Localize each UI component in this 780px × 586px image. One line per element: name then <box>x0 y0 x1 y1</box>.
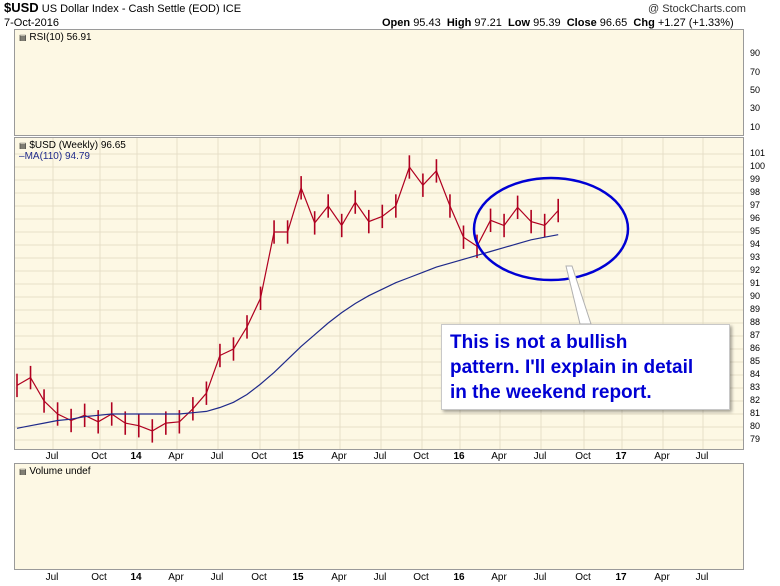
price-y-tick: 96 <box>750 213 761 223</box>
x-axis-label: Apr <box>654 451 670 462</box>
x-axis-label: Jul <box>45 572 59 583</box>
x-axis-label: 16 <box>453 451 465 462</box>
low-label: Low <box>508 17 531 29</box>
x-axis-label: Oct <box>575 572 591 583</box>
callout-line-2: pattern. I'll explain in detail <box>450 357 694 378</box>
chart-date: 7-Oct-2016 <box>4 17 60 29</box>
x-axis-label: 15 <box>292 572 304 583</box>
x-axis-label: 16 <box>453 572 465 583</box>
price-y-tick: 90 <box>750 291 761 301</box>
callout-line-1: This is not a bullish <box>450 332 628 353</box>
rsi-legend-icon: ▤ <box>19 33 27 42</box>
price-y-tick: 91 <box>750 278 761 288</box>
x-axis-label: Oct <box>91 572 107 583</box>
volume-panel: ▤ Volume undef <box>14 463 744 570</box>
x-axis-label: Oct <box>575 451 591 462</box>
price-line <box>16 165 559 432</box>
high-value: 97.21 <box>474 17 502 29</box>
low-value: 95.39 <box>533 17 561 29</box>
x-axis-label: 17 <box>615 572 627 583</box>
price-y-tick: 94 <box>750 239 761 249</box>
rsi-y-tick: 50 <box>750 85 761 95</box>
price-y-tick: 84 <box>750 369 761 379</box>
price-y-tick: 95 <box>750 226 761 236</box>
annotation-callout: This is not a bullish pattern. I'll expl… <box>441 324 730 410</box>
x-axis-label: Jul <box>210 451 224 462</box>
volume-legend-label: Volume undef <box>29 466 91 477</box>
volume-legend: ▤ Volume undef <box>19 466 91 477</box>
x-axis-label: Jul <box>695 572 709 583</box>
price-legend-label: $USD (Weekly) 96.65 <box>29 140 126 151</box>
x-axis-label: Apr <box>654 572 670 583</box>
price-y-tick: 99 <box>750 174 761 184</box>
rsi-legend-label: RSI(10) 56.91 <box>29 32 92 43</box>
price-y-tick: 100 <box>750 161 766 171</box>
x-axis-label: Apr <box>331 572 347 583</box>
rsi-legend: ▤ RSI(10) 56.91 <box>19 32 92 43</box>
symbol: $USD <box>4 0 39 15</box>
price-y-tick: 97 <box>750 200 761 210</box>
price-y-tick: 93 <box>750 252 761 262</box>
chg-value: +1.27 (+1.33%) <box>657 17 734 29</box>
open-value: 95.43 <box>413 17 441 29</box>
x-axis-label: Oct <box>413 572 429 583</box>
ma-legend: –MA(110) 94.79 <box>19 151 90 162</box>
price-legend-icon: ▤ <box>19 141 27 150</box>
price-y-tick: 98 <box>750 187 761 197</box>
rsi-panel: ▤ RSI(10) 56.91 <box>14 29 744 136</box>
exchange: ICE <box>222 3 242 15</box>
x-axis-label: Oct <box>251 451 267 462</box>
price-y-tick: 79 <box>750 434 761 444</box>
copyright: @ StockCharts.com <box>648 3 746 15</box>
rsi-y-tick: 70 <box>750 66 761 77</box>
rsi-y-tick: 90 <box>750 48 761 59</box>
x-axis-label: Apr <box>331 451 347 462</box>
x-axis-label: Jul <box>373 451 387 462</box>
x-axis-label: Jul <box>533 451 547 462</box>
chg-label: Chg <box>633 17 655 29</box>
chart-header: $USD US Dollar Index - Cash Settle (EOD)… <box>4 0 242 15</box>
x-axis-label: Jul <box>45 451 59 462</box>
x-axis-label: 17 <box>615 451 627 462</box>
ohlc-readout: Open 95.43 High 97.21 Low 95.39 Close 96… <box>382 17 734 29</box>
x-axis-label: 14 <box>130 572 142 583</box>
x-axis-label: Jul <box>210 572 224 583</box>
ma-legend-label: MA(110) 94.79 <box>24 151 90 162</box>
price-y-tick: 86 <box>750 343 761 353</box>
x-axis-label: Apr <box>168 572 184 583</box>
x-axis-label: Jul <box>533 572 547 583</box>
x-axis-label: Apr <box>491 451 507 462</box>
callout-line-3: in the weekend report. <box>450 382 652 403</box>
price-y-tick: 80 <box>750 421 761 431</box>
price-y-tick: 89 <box>750 304 761 314</box>
price-y-tick: 87 <box>750 330 761 340</box>
x-axis-label: 15 <box>292 451 304 462</box>
ma-legend-dash: – <box>19 151 25 162</box>
volume-legend-icon: ▤ <box>19 467 27 476</box>
price-y-tick: 83 <box>750 382 761 392</box>
x-axis-label: Apr <box>491 572 507 583</box>
index-name: US Dollar Index - Cash Settle (EOD) <box>41 3 220 15</box>
x-axis-label: Jul <box>373 572 387 583</box>
close-label: Close <box>566 17 597 29</box>
price-y-tick: 81 <box>750 408 761 418</box>
price-y-tick: 85 <box>750 356 761 366</box>
price-y-tick: 92 <box>750 265 761 275</box>
ma-line <box>16 234 559 429</box>
x-axis-label: Oct <box>91 451 107 462</box>
x-axis-label: Oct <box>413 451 429 462</box>
x-axis-label: Oct <box>251 572 267 583</box>
x-axis-label: Jul <box>695 451 709 462</box>
high-label: High <box>446 17 472 29</box>
close-value: 96.65 <box>599 17 628 29</box>
price-legend: ▤ $USD (Weekly) 96.65 <box>19 140 126 151</box>
price-y-tick: 88 <box>750 317 761 327</box>
price-y-tick: 101 <box>750 148 766 158</box>
price-y-tick: 82 <box>750 395 761 405</box>
x-axis-label: 14 <box>130 451 142 462</box>
open-label: Open <box>382 17 411 29</box>
x-axis-label: Apr <box>168 451 184 462</box>
rsi-y-tick: 30 <box>750 103 761 114</box>
rsi-y-tick: 10 <box>750 121 761 132</box>
